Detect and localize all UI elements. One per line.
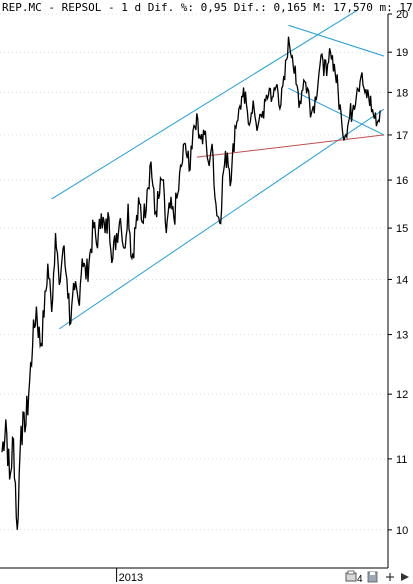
y-tick-label-10: 10: [396, 525, 408, 537]
y-tick-label-11: 11: [396, 454, 407, 466]
scroll-right-icon[interactable]: [401, 573, 409, 581]
save-icon[interactable]: [367, 571, 378, 583]
y-tick-label-15: 15: [396, 223, 408, 235]
y-axis-ticks: 10 11 12 13 14 15 16 17 18 19 20: [388, 9, 408, 537]
y-tick-label-14: 14: [396, 274, 408, 286]
y-tick-label-18: 18: [396, 87, 408, 99]
y-tick-label-19: 19: [396, 47, 408, 59]
trendline-channel-3[interactable]: [288, 87, 385, 136]
trendline-channel-2[interactable]: [288, 24, 385, 57]
price-line: [1, 36, 381, 530]
y-tick-label-20: 20: [396, 9, 408, 21]
chart-header: REP.MC - REPSOL - 1 d Dif. %: 0,95 Dif.:…: [2, 1, 413, 14]
zoom-out-icon[interactable]: [386, 573, 394, 581]
trendline-channel-1[interactable]: [59, 108, 385, 330]
grid: [0, 13, 388, 531]
x-axis-ticks: 2013: [116, 568, 143, 584]
y-tick-label-16: 16: [396, 175, 408, 187]
toolbar: 4: [345, 570, 409, 584]
count-icon[interactable]: 4: [357, 574, 363, 584]
x-tick-label-2013: 2013: [119, 572, 143, 584]
axes: [0, 14, 389, 569]
print-icon[interactable]: [345, 570, 357, 582]
y-tick-label-17: 17: [396, 130, 408, 142]
y-tick-label-12: 12: [396, 389, 408, 401]
trendline-channel-0[interactable]: [51, 9, 358, 200]
trendlines: [51, 9, 385, 330]
y-tick-label-13: 13: [396, 330, 408, 342]
price-series: [1, 36, 381, 530]
